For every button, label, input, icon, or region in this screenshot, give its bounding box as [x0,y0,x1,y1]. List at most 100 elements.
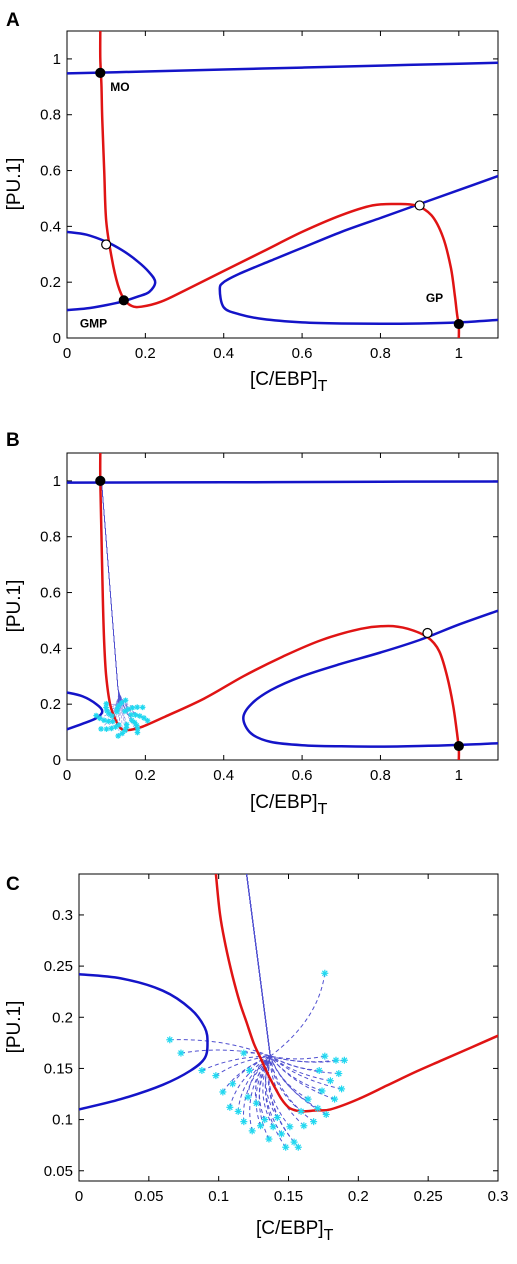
endpoint-marker [294,1143,302,1151]
x-tick-label: 0.2 [135,767,156,784]
panel-c: C0 0.05 0.1 0.15 0.2 0.25 0.30.050.10.150.20.2… [4,873,509,1244]
endpoint-marker [332,1056,340,1064]
x-tick-label: 0.6 [292,345,313,362]
endpoint-marker [144,717,151,724]
x-tick-label: 0.4 [213,345,234,362]
endpoint-marker [261,1116,269,1124]
y-tick-label: 0.8 [40,107,61,124]
y-axis-label: [PU.1] [4,1001,25,1054]
endpoint-marker [112,724,119,730]
endpoint-marker [177,1049,185,1057]
trajectory [246,874,302,1112]
cebp-nullcline [67,480,498,484]
endpoint-marker [273,1114,281,1122]
unstable-fixed-point [422,627,433,639]
pu1-nullcline [214,874,498,1113]
endpoint-marker [300,1122,308,1130]
unstable-fixed-point [101,239,112,250]
x-axis-label: [C/EBP]T [250,369,328,395]
endpoint-marker [134,704,141,710]
trajectory [201,874,271,1071]
trajectory [246,874,271,1132]
trajectory [246,874,331,1082]
endpoint-marker [166,1036,174,1044]
panel-letter: A [6,10,20,31]
endpoint-marker [265,1135,273,1143]
endpoint-marker [340,1056,348,1064]
y-tick-label: 0.3 [52,907,73,924]
stable-fixed-point [95,475,106,487]
trajectory [246,874,271,1126]
endpoint-marker [101,717,107,724]
x-tick-label: 0 [63,345,71,362]
endpoint-marker [103,704,109,711]
endpoint-marker [240,1049,248,1057]
panel-letter: C [6,874,20,895]
cebp-nullcline [218,174,498,326]
endpoint-marker [131,719,138,726]
endpoint-marker [134,726,141,732]
x-tick-label: 0.15 [274,1188,303,1205]
endpoint-marker [122,708,128,715]
endpoint-marker [252,1099,260,1107]
pu1-nullcline [98,31,461,338]
x-axis-label: [C/EBP]T [250,792,328,818]
endpoint-marker [322,1110,330,1118]
trajectory [246,874,320,1071]
x-tick-label: 0 [75,1188,83,1205]
trajectory [222,874,271,1093]
y-tick-label: 0 [53,330,61,347]
y-tick-label: 0.25 [44,958,73,975]
plot-area [67,453,498,760]
stable-fixed-point [453,740,464,752]
panel-a: A 0 0.2 0.4 0.6 0.8 1 0 0.2 0.4 0.6 0.8 1 [C/EBP]T [PU… [4,10,499,395]
y-tick-label: 0.4 [40,218,61,235]
endpoint-marker [98,726,104,732]
endpoint-marker [331,1095,339,1103]
endpoint-marker [248,1127,256,1135]
endpoint-marker [234,1107,242,1115]
trajectory [101,480,127,728]
trajectory [101,480,138,733]
endpoint-marker [257,1122,265,1130]
plot-frame [66,30,499,339]
endpoint-marker [134,729,141,736]
endpoint-marker [119,730,125,737]
cebp-nullcline [79,973,209,1111]
y-tick-label: 1 [53,473,61,490]
trajectory [101,480,127,725]
trajectory [246,874,326,1058]
x-tick-label: 0.3 [488,1188,509,1205]
trajectory [101,480,148,721]
endpoint-marker [338,1085,346,1093]
trajectory [101,480,121,737]
plot-area [79,874,498,1151]
plot-frame [66,452,499,761]
endpoint-marker [118,700,125,706]
x-tick-label: 1 [455,767,463,784]
endpoint-marker [335,1070,343,1078]
endpoint-marker [132,712,139,718]
endpoint-marker [278,1130,286,1138]
y-axis-label: [PU.1] [4,158,25,211]
trajectory [101,480,143,708]
endpoint-marker [139,704,146,711]
x-tick-label: 0.2 [135,345,156,362]
trajectory [246,874,337,1063]
trajectory [246,874,287,1148]
x-tick-label: 0.05 [134,1188,163,1205]
endpoint-marker [226,1103,234,1111]
x-tick-label: 0.8 [370,767,391,784]
trajectory [246,874,291,1128]
y-tick-label: 0.8 [40,529,61,546]
fixed-point-label: GP [426,291,443,305]
endpoint-marker [129,705,136,711]
x-tick-label: 0 [63,767,71,784]
trajectory [246,874,295,1143]
endpoint-marker [286,1123,294,1131]
endpoint-marker [96,715,103,722]
x-tick-label: 0.25 [414,1188,443,1205]
endpoint-marker [212,1072,220,1080]
endpoint-marker [122,697,129,704]
x-tick-label: 0.8 [370,345,391,362]
